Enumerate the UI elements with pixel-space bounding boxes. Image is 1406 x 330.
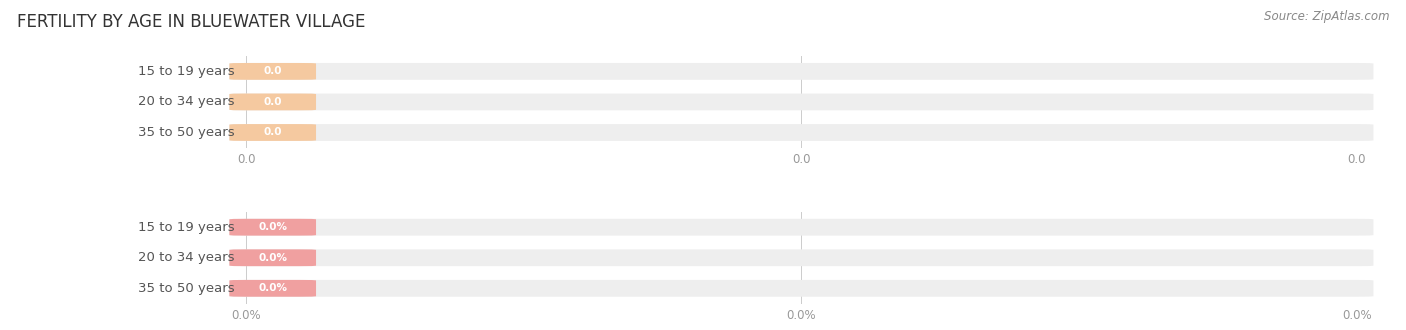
Text: 0.0%: 0.0% xyxy=(259,222,287,232)
FancyBboxPatch shape xyxy=(229,124,316,141)
FancyBboxPatch shape xyxy=(229,63,316,80)
FancyBboxPatch shape xyxy=(229,63,1374,80)
Text: 0.0%: 0.0% xyxy=(259,253,287,263)
Text: 15 to 19 years: 15 to 19 years xyxy=(138,65,235,78)
Text: 20 to 34 years: 20 to 34 years xyxy=(138,251,235,264)
Text: 35 to 50 years: 35 to 50 years xyxy=(138,126,235,139)
Text: 0.0: 0.0 xyxy=(263,66,283,76)
FancyBboxPatch shape xyxy=(229,280,1374,297)
FancyBboxPatch shape xyxy=(229,93,1374,110)
FancyBboxPatch shape xyxy=(229,219,316,236)
Text: 20 to 34 years: 20 to 34 years xyxy=(138,95,235,109)
FancyBboxPatch shape xyxy=(229,249,316,266)
Text: Source: ZipAtlas.com: Source: ZipAtlas.com xyxy=(1264,10,1389,23)
Text: 0.0: 0.0 xyxy=(263,127,283,138)
Text: 15 to 19 years: 15 to 19 years xyxy=(138,221,235,234)
Text: 0.0: 0.0 xyxy=(263,97,283,107)
FancyBboxPatch shape xyxy=(229,124,1374,141)
Text: FERTILITY BY AGE IN BLUEWATER VILLAGE: FERTILITY BY AGE IN BLUEWATER VILLAGE xyxy=(17,13,366,31)
FancyBboxPatch shape xyxy=(229,93,316,110)
FancyBboxPatch shape xyxy=(229,280,316,297)
FancyBboxPatch shape xyxy=(229,249,1374,266)
Text: 35 to 50 years: 35 to 50 years xyxy=(138,282,235,295)
FancyBboxPatch shape xyxy=(229,219,1374,236)
Text: 0.0%: 0.0% xyxy=(259,283,287,293)
